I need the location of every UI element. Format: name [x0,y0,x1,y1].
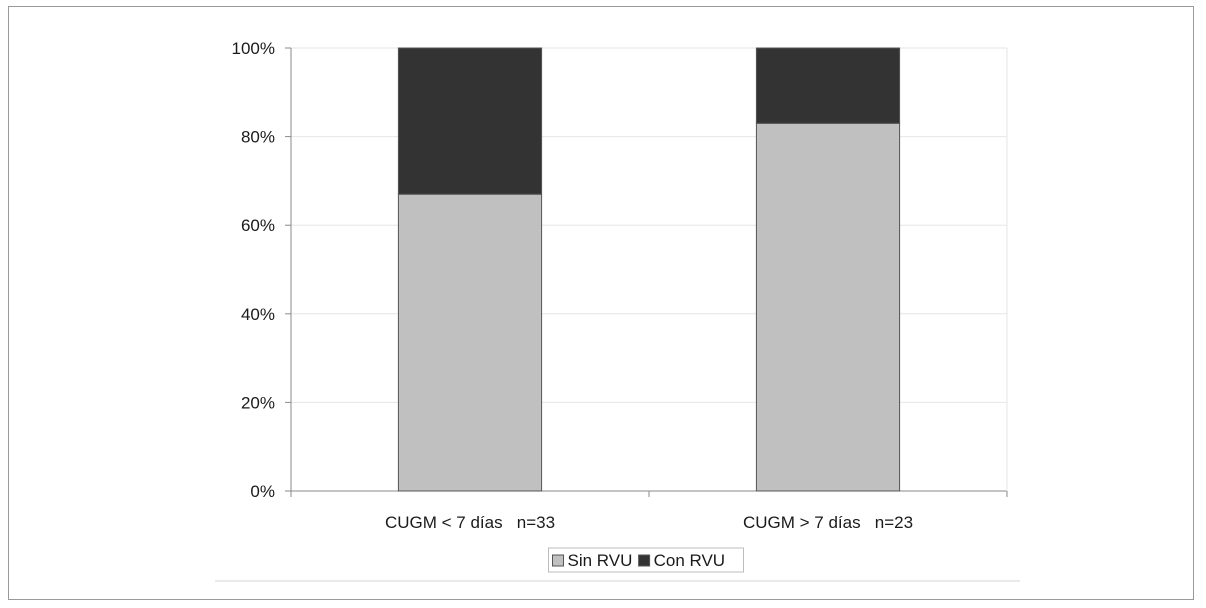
bar-con-rvu [397,47,543,195]
bar-sin-rvu [397,193,543,492]
x-category-label: CUGM < 7 días n=33 [385,513,555,532]
legend-label-con-rvu: Con RVU [654,551,726,570]
legend-box [548,547,744,573]
legend-swatch-sin-rvu [552,554,564,567]
labels: 0% 20% 40% 60% 80% 100% CUGM < 7 días n=33 CUGM… [232,39,914,532]
y-tick-label: 60% [241,216,275,235]
y-tick-label: 80% [241,128,275,147]
bars [397,47,901,492]
y-tick-label: 100% [232,39,275,58]
y-tick-label: 20% [241,393,275,412]
y-tick-label: 40% [241,305,275,324]
legend-swatch-con-rvu [638,554,651,567]
bar-sin-rvu [755,122,901,492]
legend-label-sin-rvu: Sin RVU [568,551,633,570]
chart-frame [8,6,1194,600]
x-category-label: CUGM > 7 días n=23 [743,513,913,532]
y-tick-label: 0% [250,482,275,501]
bar-con-rvu [755,47,901,124]
legend: Sin RVU Con RVU [215,547,1020,582]
